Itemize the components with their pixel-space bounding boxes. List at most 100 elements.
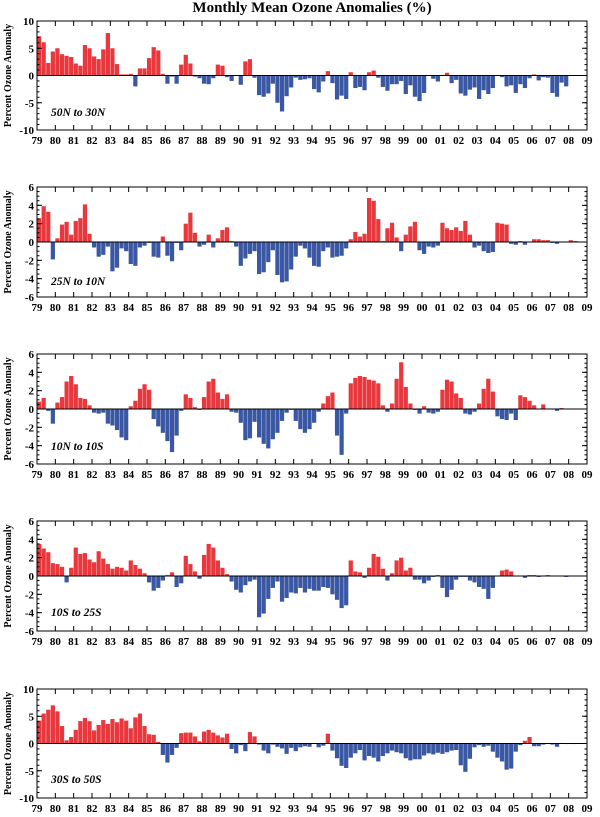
bar bbox=[64, 740, 69, 744]
x-tick-label: 08 bbox=[563, 302, 575, 314]
region-label: 10N to 10S bbox=[51, 441, 103, 453]
bar bbox=[69, 56, 74, 76]
bar bbox=[481, 388, 486, 409]
x-tick-label: 84 bbox=[123, 135, 135, 147]
x-tick-label: 07 bbox=[545, 469, 557, 481]
bar bbox=[215, 735, 220, 744]
bar bbox=[215, 238, 220, 242]
bar bbox=[302, 75, 308, 80]
bar bbox=[307, 409, 312, 430]
y-tick-label: 0 bbox=[29, 739, 35, 751]
y-tick-label: -4 bbox=[25, 274, 35, 286]
bar bbox=[518, 75, 523, 85]
x-tick-label: 86 bbox=[160, 469, 172, 481]
x-tick-label: 09 bbox=[582, 636, 594, 648]
bar bbox=[128, 560, 133, 576]
bar bbox=[298, 576, 303, 588]
bar bbox=[316, 743, 321, 748]
bar bbox=[527, 75, 532, 79]
x-tick-label: 98 bbox=[380, 636, 392, 648]
x-tick-label: 95 bbox=[325, 469, 337, 481]
bar bbox=[316, 409, 321, 412]
bar bbox=[325, 733, 330, 744]
bar bbox=[46, 211, 51, 242]
bar bbox=[495, 222, 500, 242]
x-tick-label: 81 bbox=[68, 135, 79, 147]
bar bbox=[289, 242, 294, 270]
bar bbox=[481, 242, 486, 252]
x-tick-label: 89 bbox=[215, 135, 227, 147]
bar bbox=[114, 722, 120, 744]
bar bbox=[69, 234, 74, 242]
x-tick-label: 90 bbox=[233, 302, 245, 314]
bar bbox=[490, 576, 495, 588]
bar bbox=[55, 238, 60, 242]
bar bbox=[458, 743, 463, 766]
x-tick-label: 06 bbox=[527, 803, 539, 815]
bar bbox=[371, 380, 376, 409]
bar bbox=[367, 72, 372, 76]
bar bbox=[96, 724, 101, 744]
bar bbox=[133, 565, 138, 576]
y-tick-label: -2 bbox=[25, 255, 35, 267]
x-tick-label: 05 bbox=[508, 636, 520, 648]
y-axis-label: Percent Ozone Anomaly bbox=[3, 524, 14, 627]
bar bbox=[270, 743, 275, 745]
bar bbox=[321, 576, 326, 587]
bar bbox=[325, 242, 330, 248]
bar bbox=[238, 242, 243, 266]
x-tick-label: 91 bbox=[252, 302, 263, 314]
bar bbox=[183, 732, 188, 744]
bar bbox=[82, 44, 88, 76]
x-tick-label: 05 bbox=[508, 803, 520, 815]
bar bbox=[238, 743, 243, 746]
bar bbox=[183, 555, 188, 576]
bar bbox=[330, 392, 335, 409]
bar bbox=[229, 409, 234, 412]
region-label: 10S to 25S bbox=[51, 607, 102, 619]
bar bbox=[234, 409, 239, 413]
bar bbox=[128, 406, 133, 409]
bar bbox=[114, 242, 120, 268]
bar bbox=[257, 242, 262, 275]
bar bbox=[357, 376, 363, 409]
bar bbox=[275, 576, 280, 582]
x-tick-label: 85 bbox=[142, 636, 154, 648]
bar bbox=[211, 242, 216, 248]
bar bbox=[339, 743, 344, 766]
x-tick-label: 79 bbox=[32, 302, 44, 314]
bar bbox=[499, 409, 505, 420]
bar bbox=[348, 560, 353, 576]
x-tick-label: 97 bbox=[362, 803, 374, 815]
bar bbox=[46, 709, 51, 744]
bar bbox=[463, 409, 468, 414]
bar bbox=[353, 571, 358, 576]
bar bbox=[348, 239, 353, 242]
bar bbox=[234, 576, 239, 590]
bar bbox=[302, 242, 308, 249]
bar bbox=[59, 726, 65, 744]
x-tick-label: 84 bbox=[123, 636, 135, 648]
bar bbox=[64, 381, 69, 409]
bar bbox=[518, 395, 523, 409]
bar bbox=[486, 378, 491, 409]
x-tick-label: 96 bbox=[343, 469, 355, 481]
bar bbox=[247, 242, 253, 254]
bar bbox=[224, 733, 230, 744]
bar bbox=[73, 547, 78, 576]
bar bbox=[160, 236, 165, 242]
bar bbox=[367, 379, 372, 409]
bar bbox=[362, 376, 367, 409]
bar bbox=[206, 729, 211, 744]
y-tick-label: -6 bbox=[25, 292, 35, 304]
x-tick-label: 00 bbox=[417, 469, 429, 481]
bar bbox=[431, 409, 436, 414]
bar bbox=[422, 406, 427, 409]
x-tick-label: 02 bbox=[453, 803, 465, 815]
bar bbox=[477, 743, 482, 746]
bar bbox=[41, 398, 46, 409]
x-tick-label: 88 bbox=[197, 636, 209, 648]
bar bbox=[312, 75, 317, 90]
bar bbox=[298, 743, 303, 748]
bar bbox=[490, 743, 495, 752]
